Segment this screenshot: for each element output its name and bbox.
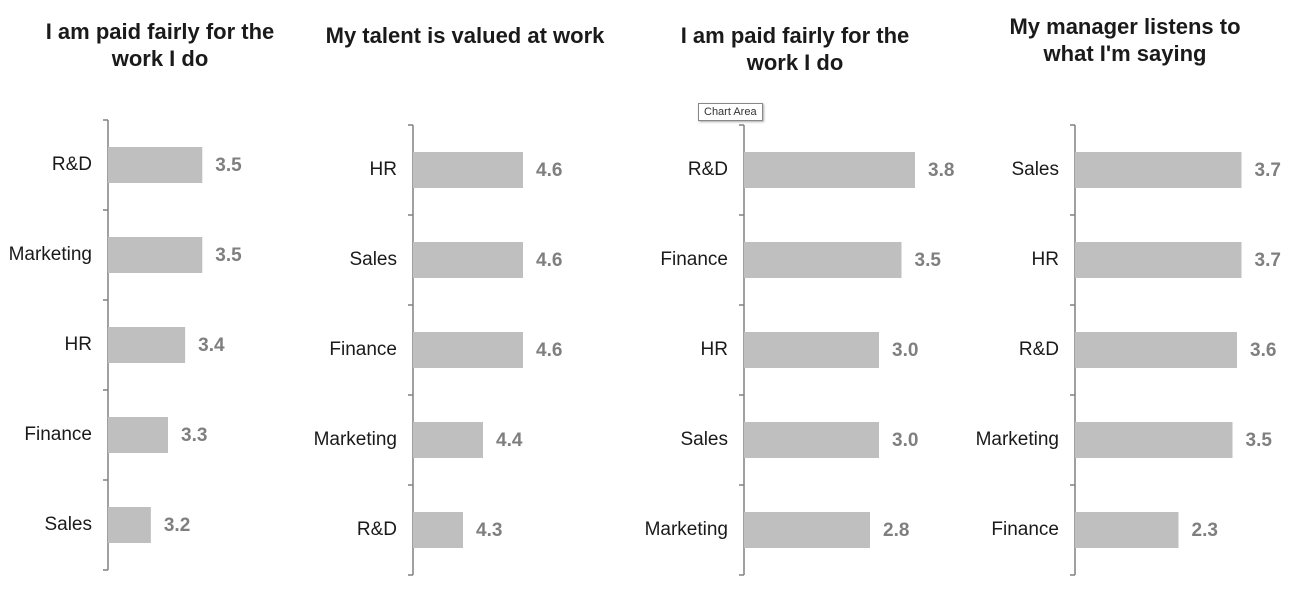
data-label: 4.6 [536, 250, 562, 271]
category-label: R&D [52, 154, 92, 175]
category-label: R&D [688, 159, 728, 180]
category-label: Finance [24, 424, 92, 445]
bar [413, 152, 523, 188]
category-label: HR [370, 159, 397, 180]
bar [744, 512, 870, 548]
data-label: 3.5 [215, 245, 242, 266]
category-label: Sales [680, 429, 728, 450]
chart-title: My talent is valued at work [325, 23, 605, 48]
category-label: Finance [329, 339, 397, 360]
bar [413, 332, 523, 368]
bar [413, 512, 463, 548]
data-label: 4.6 [536, 340, 562, 361]
bar [413, 242, 523, 278]
category-label: HR [701, 339, 728, 360]
bar [744, 422, 879, 458]
category-label: Marketing [9, 244, 92, 265]
data-label: 3.7 [1255, 160, 1281, 181]
bar [108, 507, 151, 543]
category-label: Marketing [645, 519, 728, 540]
category-label: Sales [1011, 159, 1059, 180]
bar [1075, 242, 1242, 278]
category-label: Sales [349, 249, 397, 270]
category-label: HR [65, 334, 92, 355]
bar [744, 242, 902, 278]
bar [108, 147, 203, 183]
data-label: 3.5 [915, 250, 942, 271]
data-label: 2.8 [883, 520, 909, 541]
bar [1075, 332, 1237, 368]
bar [108, 327, 186, 363]
data-label: 3.3 [181, 425, 207, 446]
data-label: 4.4 [496, 430, 523, 451]
bar [108, 417, 168, 453]
bar [413, 422, 483, 458]
data-label: 3.8 [928, 160, 954, 181]
data-label: 4.3 [476, 520, 502, 541]
bar [1075, 152, 1242, 188]
data-label: 3.2 [164, 515, 190, 536]
data-label: 4.6 [536, 160, 562, 181]
bar [744, 152, 915, 188]
data-label: 3.7 [1255, 250, 1281, 271]
data-label: 3.5 [1246, 430, 1273, 451]
tooltip: Chart Area [698, 103, 763, 121]
category-label: Marketing [976, 429, 1059, 450]
category-label: HR [1032, 249, 1059, 270]
data-label: 3.0 [892, 340, 918, 361]
bar [1075, 422, 1233, 458]
category-label: Finance [660, 249, 728, 270]
chart-title: I am paid fairly for the work I do [680, 23, 910, 75]
category-label: R&D [357, 519, 397, 540]
bar [108, 237, 203, 273]
data-label: 3.6 [1250, 340, 1276, 361]
data-label: 3.0 [892, 430, 918, 451]
data-label: 2.3 [1192, 520, 1218, 541]
bar [1075, 512, 1179, 548]
category-label: Sales [44, 514, 92, 535]
data-label: 3.5 [215, 155, 242, 176]
category-label: R&D [1019, 339, 1059, 360]
category-label: Marketing [314, 429, 397, 450]
chart-title: My manager listens to what I'm saying [1009, 14, 1241, 66]
bar [744, 332, 879, 368]
data-label: 3.4 [198, 335, 225, 356]
chart-title: I am paid fairly for the work I do [45, 19, 275, 71]
category-label: Finance [991, 519, 1059, 540]
